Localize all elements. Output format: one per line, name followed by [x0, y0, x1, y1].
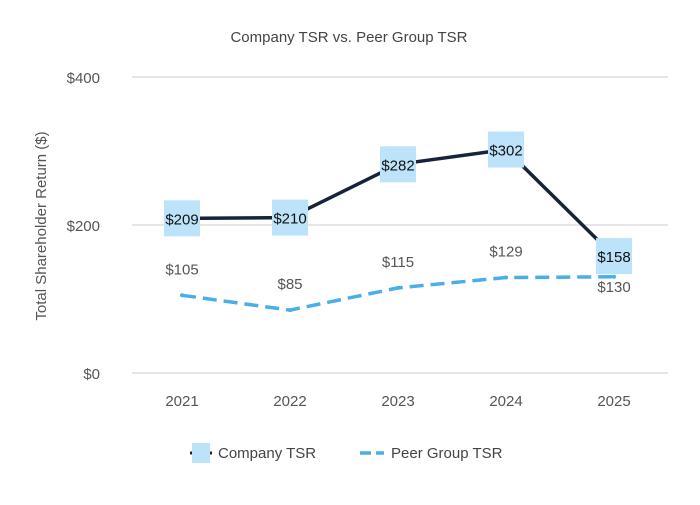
data-labels: $105 $85 $115 $129 $130 $209 $210 $282 $302 $158: [165, 143, 630, 296]
y-axis-ticks: $0 $200 $400: [67, 70, 100, 383]
company-tsr-data-label: $282: [381, 157, 414, 174]
peer-group-tsr-point: [396, 285, 400, 290]
company-tsr-marker: [272, 199, 308, 236]
company-tsr-data-label: $158: [597, 249, 630, 266]
company-tsr-marker: [380, 146, 416, 183]
peer-group-tsr-data-label: $129: [489, 244, 522, 261]
legend-company-tsr-label: Company TSR: [218, 445, 316, 462]
peer-group-tsr-point: [180, 293, 184, 298]
peer-group-tsr-data-label: $115: [382, 254, 414, 271]
grid-lines: [132, 76, 668, 374]
peer-group-tsr-data-label: $105: [165, 261, 198, 278]
chart-title: Company TSR vs. Peer Group TSR: [230, 29, 467, 46]
peer-group-tsr-data-label: $85: [277, 276, 302, 293]
x-tick-label: 2023: [381, 393, 414, 410]
y-axis-label: Total Shareholder Return ($): [33, 131, 50, 320]
y-tick-label: $400: [67, 70, 100, 87]
peer-group-tsr-point: [288, 308, 292, 313]
series-markers: [164, 131, 632, 313]
legend-company-tsr-swatch: [192, 443, 210, 463]
company-tsr-marker: [164, 200, 200, 237]
x-axis-ticks: 2021 2022 2023 2024 2025: [165, 393, 630, 410]
peer-group-tsr-line: [181, 275, 615, 312]
x-tick-label: 2021: [165, 393, 198, 410]
legend: Company TSR Peer Group TSR: [190, 443, 503, 463]
x-tick-label: 2025: [597, 393, 630, 410]
peer-group-tsr-point: [504, 275, 508, 280]
company-tsr-data-label: $209: [165, 211, 198, 228]
company-tsr-data-label: $210: [273, 211, 306, 228]
legend-peer-group-tsr-label: Peer Group TSR: [391, 445, 503, 462]
x-tick-label: 2022: [273, 393, 306, 410]
company-tsr-data-label: $302: [489, 143, 522, 160]
peer-group-tsr-point: [612, 274, 616, 279]
company-tsr-marker: [596, 238, 632, 275]
x-tick-label: 2024: [489, 393, 522, 410]
peer-group-tsr-data-label: $130: [597, 279, 630, 296]
y-tick-label: $0: [83, 366, 100, 383]
company-tsr-marker: [488, 131, 524, 168]
y-tick-label: $200: [67, 218, 100, 235]
